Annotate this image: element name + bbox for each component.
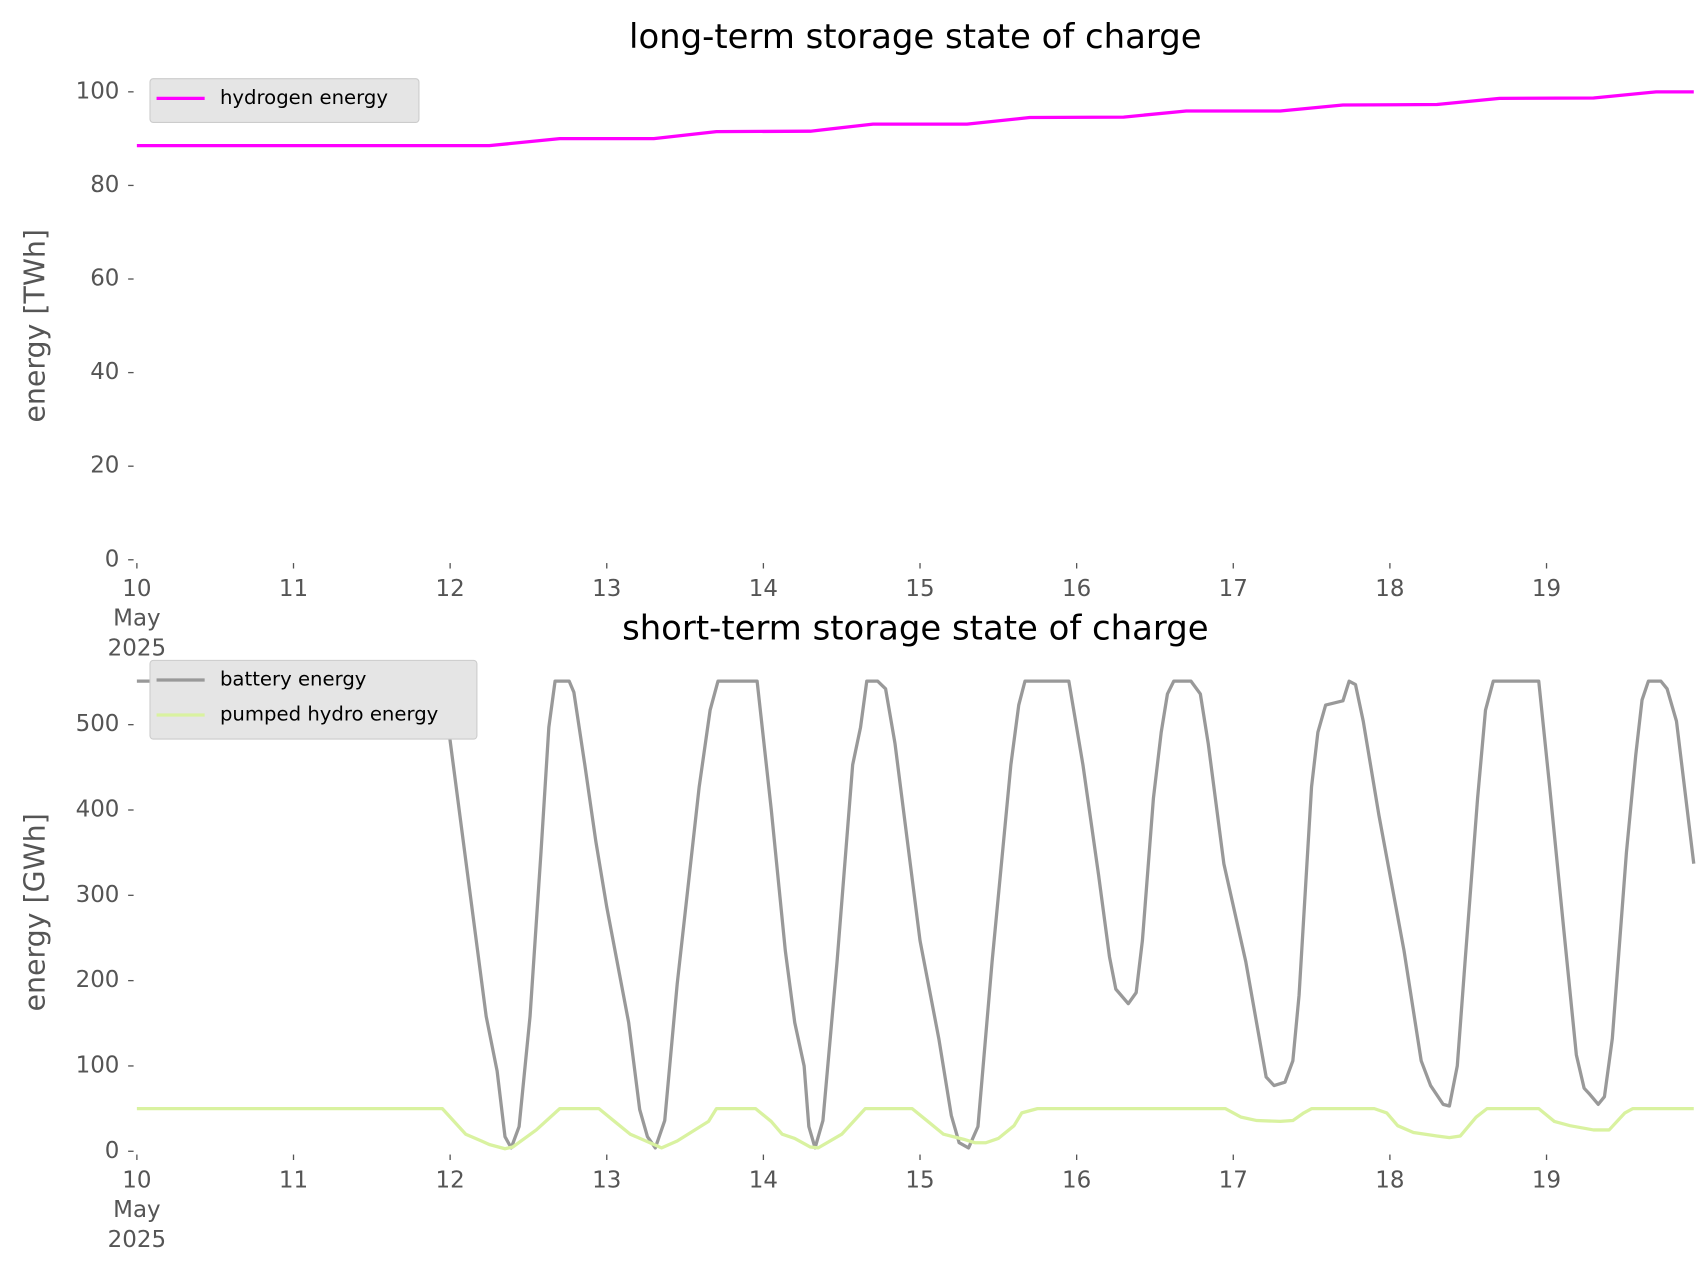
- y-tick-label: 0: [105, 546, 120, 572]
- x-tick-label: 10 May 2025: [108, 576, 166, 662]
- legend-label: hydrogen energy: [220, 86, 388, 109]
- x-tick-label: 18: [1375, 1167, 1404, 1193]
- legend-box: [149, 659, 478, 740]
- x-tick-label: 17: [1219, 576, 1248, 602]
- y-axis-label: energy [GWh]: [18, 813, 51, 1011]
- y-tick-label: 80: [90, 172, 119, 198]
- chart-title: short-term storage state of charge: [622, 608, 1208, 647]
- chart-title: long-term storage state of charge: [629, 17, 1202, 56]
- x-tick-label: 19: [1532, 576, 1561, 602]
- x-tick-label: 11: [279, 1167, 308, 1193]
- x-tick-label: 14: [749, 1167, 778, 1193]
- y-tick-label: 400: [76, 796, 120, 822]
- y-tick-label: 20: [90, 453, 119, 479]
- legend-box: [149, 78, 420, 123]
- y-tick-label: 0: [105, 1138, 120, 1164]
- series-line: [136, 90, 1694, 148]
- x-tick-label: 19: [1532, 1167, 1561, 1193]
- x-tick-label: 15: [905, 576, 934, 602]
- x-tick-label: 15: [905, 1167, 934, 1193]
- y-axis-label: energy [TWh]: [18, 229, 51, 423]
- x-tick-label: 17: [1219, 1167, 1248, 1193]
- y-tick-label: 60: [90, 266, 119, 292]
- x-tick-label: 12: [436, 576, 465, 602]
- x-tick-label: 13: [592, 1167, 621, 1193]
- y-tick-label: 100: [76, 78, 120, 104]
- y-tick-label: 40: [90, 359, 119, 385]
- x-tick-label: 12: [436, 1167, 465, 1193]
- x-tick-label: 14: [749, 576, 778, 602]
- x-tick-label: 18: [1375, 576, 1404, 602]
- y-tick-label: 100: [76, 1052, 120, 1078]
- y-tick-label: 200: [76, 967, 120, 993]
- y-tick-label: 500: [76, 711, 120, 737]
- x-tick-label: 16: [1062, 576, 1091, 602]
- x-tick-label: 13: [592, 576, 621, 602]
- x-tick-label: 16: [1062, 1167, 1091, 1193]
- series-line: [136, 1106, 1694, 1151]
- legend-label: battery energy: [220, 668, 367, 691]
- series-line: [136, 679, 1696, 1150]
- x-tick-label: 11: [279, 576, 308, 602]
- x-tick-label: 10 May 2025: [108, 1167, 166, 1253]
- y-tick-label: 300: [76, 882, 120, 908]
- legend-label: pumped hydro energy: [220, 703, 439, 726]
